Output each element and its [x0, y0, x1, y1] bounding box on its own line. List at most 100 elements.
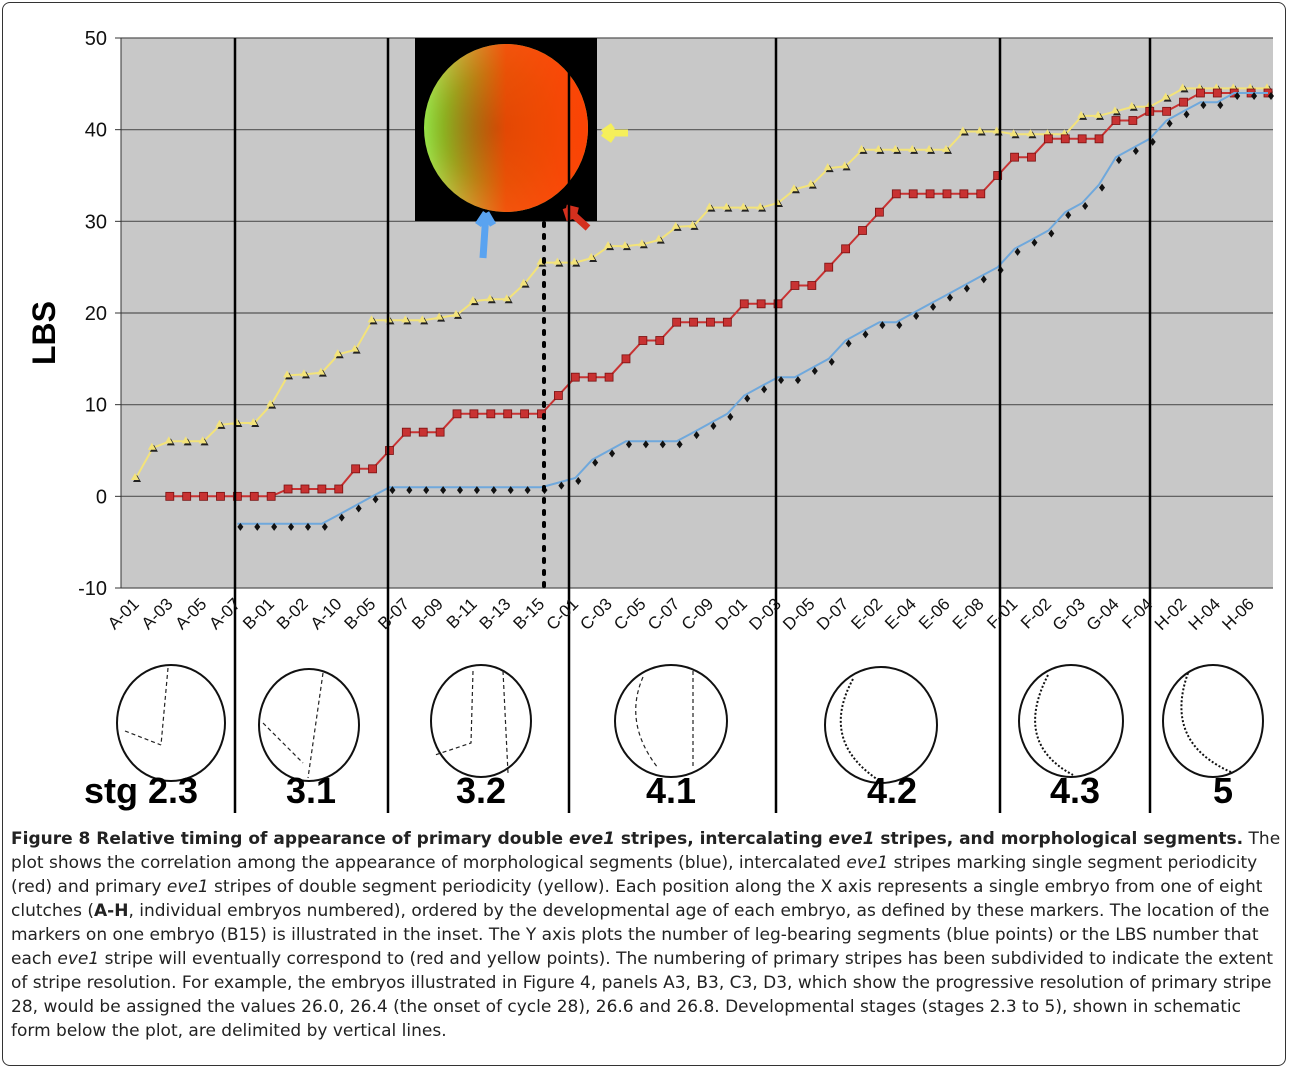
caption-gene: eve1 [846, 853, 889, 873]
marker [739, 299, 749, 309]
inset [415, 38, 628, 259]
marker [452, 409, 462, 419]
marker [266, 491, 276, 501]
x-tick-label: H-04 [1185, 594, 1224, 633]
marker [299, 369, 308, 377]
stage-label: 4.2 [867, 770, 917, 811]
marker [271, 522, 278, 531]
marker [1077, 134, 1087, 144]
marker [609, 449, 616, 458]
marker [1111, 116, 1121, 125]
caption-text: The plot shows the correlation among the… [11, 829, 1281, 873]
x-tick-label: C-07 [644, 594, 683, 633]
marker [908, 189, 918, 199]
marker [372, 495, 379, 504]
marker [963, 284, 970, 293]
caption-bold: A-H [93, 901, 129, 921]
stage-dividers [233, 38, 1152, 813]
marker [824, 262, 834, 272]
x-tick-label: B-05 [341, 594, 380, 633]
marker [806, 179, 815, 187]
marker [790, 281, 800, 290]
marker [638, 336, 648, 345]
x-tick-label: G-03 [1049, 594, 1089, 634]
marker [1031, 238, 1038, 247]
marker [1234, 92, 1241, 100]
marker [266, 399, 275, 407]
marker [283, 484, 293, 494]
caption-title: stripes, and morphological segments. [874, 829, 1244, 849]
marker [845, 339, 852, 348]
marker [941, 144, 950, 152]
marker [637, 239, 646, 247]
marker [739, 202, 748, 210]
marker [1060, 134, 1070, 144]
marker [570, 257, 579, 265]
marker [1132, 147, 1139, 155]
marker [232, 491, 242, 501]
marker [722, 202, 731, 210]
marker [300, 484, 310, 494]
marker [1161, 92, 1170, 100]
marker [321, 522, 328, 531]
marker [1065, 211, 1072, 220]
marker [288, 522, 295, 531]
marker [857, 144, 866, 152]
marker [959, 189, 969, 199]
x-tick-label: B-07 [374, 594, 413, 633]
x-tick-label: D-03 [745, 594, 784, 633]
marker [1196, 88, 1205, 98]
marker [237, 522, 244, 531]
marker [958, 126, 967, 134]
stage-label: 3.2 [456, 770, 506, 811]
caption-gene: eve1 [166, 877, 209, 897]
chart: -1001020304050LBSA-01A-03A-05A-07B-01B-0… [26, 28, 1274, 813]
series-line [135, 87, 1268, 479]
marker [688, 220, 697, 228]
marker [131, 473, 139, 480]
stage-label: 4.3 [1050, 770, 1100, 811]
caption-text: stripe will eventually correspond to (re… [11, 949, 1274, 1041]
marker [693, 431, 700, 440]
marker [823, 163, 832, 171]
marker [710, 422, 717, 430]
marker [283, 370, 292, 378]
marker [368, 464, 377, 474]
marker [351, 464, 361, 474]
marker [654, 234, 663, 242]
marker [147, 442, 156, 450]
marker [980, 275, 987, 284]
marker [1048, 229, 1055, 238]
marker [367, 315, 376, 323]
x-tick-label: A-10 [307, 594, 346, 633]
marker [794, 376, 801, 385]
marker [1251, 92, 1258, 100]
marker [1094, 110, 1103, 118]
x-tick-label: B-09 [408, 594, 447, 633]
marker [355, 504, 362, 513]
stage-schematics [116, 664, 1264, 784]
x-tick-label: E-06 [915, 594, 954, 633]
marker [553, 257, 562, 265]
marker [587, 253, 596, 260]
caption-text: , individual embryos numbered), ordered … [11, 901, 1270, 969]
x-tick-label: E-08 [949, 594, 988, 633]
y-tick-label: 40 [85, 120, 107, 142]
marker [1212, 88, 1222, 98]
x-tick-label: F-02 [1017, 594, 1055, 632]
marker [524, 486, 531, 495]
x-tick-label: F-01 [983, 594, 1021, 632]
marker [975, 126, 984, 134]
marker [198, 436, 207, 444]
x-tick-label: A-05 [172, 594, 211, 633]
marker [333, 349, 342, 357]
marker [1010, 152, 1019, 162]
x-tick-label: B-11 [443, 594, 481, 632]
marker [756, 299, 766, 309]
marker [1200, 101, 1207, 110]
marker [469, 409, 479, 419]
marker [401, 315, 410, 323]
marker [1043, 134, 1053, 144]
marker [621, 354, 631, 364]
